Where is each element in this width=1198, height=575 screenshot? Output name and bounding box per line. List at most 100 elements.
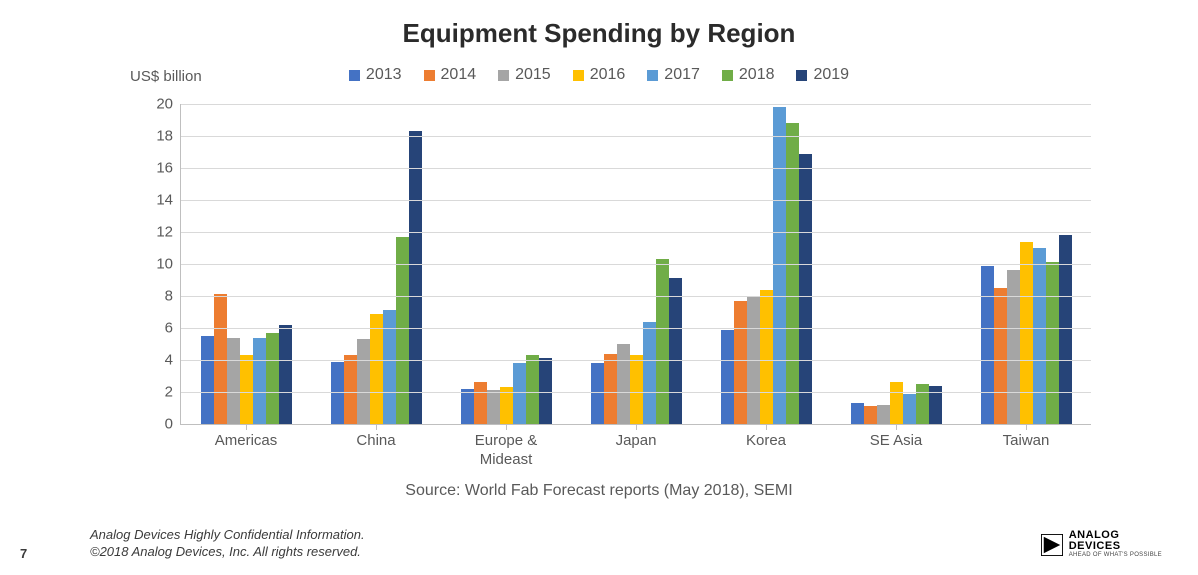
legend-swatch <box>722 70 733 81</box>
gridline <box>181 104 1091 105</box>
legend-item: 2017 <box>647 66 700 84</box>
gridline <box>181 200 1091 201</box>
bar <box>409 131 422 424</box>
bar <box>279 325 292 424</box>
y-tick-label: 18 <box>156 128 181 145</box>
bar <box>227 338 240 424</box>
legend-label: 2017 <box>664 66 700 84</box>
bar <box>760 290 773 424</box>
bar <box>916 384 929 424</box>
y-tick-label: 12 <box>156 224 181 241</box>
source-text: Source: World Fab Forecast reports (May … <box>0 482 1198 500</box>
page-number: 7 <box>20 546 27 561</box>
analog-devices-logo: ANALOG DEVICES AHEAD OF WHAT'S POSSIBLE <box>1041 530 1162 559</box>
bar <box>994 288 1007 424</box>
bar <box>591 363 604 424</box>
bar <box>773 107 786 424</box>
gridline <box>181 232 1091 233</box>
y-tick-label: 16 <box>156 160 181 177</box>
bar <box>981 266 994 424</box>
bar <box>903 394 916 424</box>
legend-item: 2019 <box>796 66 849 84</box>
legend-item: 2016 <box>573 66 626 84</box>
x-tick-label: SE Asia <box>870 424 923 451</box>
y-tick-label: 10 <box>156 256 181 273</box>
logo-tagline: AHEAD OF WHAT'S POSSIBLE <box>1069 553 1162 559</box>
bar <box>513 363 526 424</box>
bar <box>474 382 487 424</box>
analog-devices-logo-icon <box>1041 534 1063 556</box>
gridline <box>181 264 1091 265</box>
gridline <box>181 328 1091 329</box>
legend-item: 2018 <box>722 66 775 84</box>
bar <box>1020 242 1033 424</box>
x-tick-label: Japan <box>616 424 657 451</box>
bar <box>201 336 214 424</box>
bar <box>799 154 812 424</box>
bar <box>656 259 669 424</box>
legend-swatch <box>424 70 435 81</box>
y-tick-label: 2 <box>165 384 181 401</box>
slide: Equipment Spending by Region US$ billion… <box>0 0 1198 575</box>
legend-item: 2014 <box>424 66 477 84</box>
bar <box>617 344 630 424</box>
bar <box>643 322 656 424</box>
legend-swatch <box>349 70 360 81</box>
footer-line-1: Analog Devices Highly Confidential Infor… <box>90 526 365 544</box>
legend-item: 2013 <box>349 66 402 84</box>
y-tick-label: 0 <box>165 416 181 433</box>
logo-word-2: DEVICES <box>1069 541 1162 551</box>
bar <box>630 355 643 424</box>
legend: 2013 2014 2015 2016 2017 2018 2019 <box>0 66 1198 84</box>
bar <box>1033 248 1046 424</box>
bar <box>526 355 539 424</box>
chart-plot-area: AmericasChinaEurope & MideastJapanKoreaS… <box>180 104 1091 425</box>
gridline <box>181 392 1091 393</box>
bar <box>487 390 500 424</box>
bar <box>877 405 890 424</box>
bar <box>240 355 253 424</box>
legend-swatch <box>796 70 807 81</box>
logo-text: ANALOG DEVICES AHEAD OF WHAT'S POSSIBLE <box>1069 530 1162 559</box>
bar <box>864 406 877 424</box>
bar <box>721 330 734 424</box>
legend-label: 2015 <box>515 66 551 84</box>
legend-label: 2013 <box>366 66 402 84</box>
bar <box>1007 270 1020 424</box>
x-tick-label: Korea <box>746 424 786 451</box>
bar <box>1046 262 1059 424</box>
bar <box>851 403 864 424</box>
legend-item: 2015 <box>498 66 551 84</box>
y-tick-label: 4 <box>165 352 181 369</box>
footer: Analog Devices Highly Confidential Infor… <box>90 526 365 561</box>
bar <box>266 333 279 424</box>
gridline <box>181 296 1091 297</box>
bar <box>357 339 370 424</box>
gridline <box>181 360 1091 361</box>
bar <box>669 278 682 424</box>
gridline <box>181 168 1091 169</box>
bar <box>370 314 383 424</box>
y-tick-label: 8 <box>165 288 181 305</box>
legend-label: 2016 <box>590 66 626 84</box>
bar <box>734 301 747 424</box>
footer-line-2: ©2018 Analog Devices, Inc. All rights re… <box>90 543 365 561</box>
gridline <box>181 136 1091 137</box>
x-tick-label: Europe & Mideast <box>475 424 538 470</box>
bar <box>461 389 474 424</box>
legend-swatch <box>498 70 509 81</box>
y-tick-label: 14 <box>156 192 181 209</box>
y-tick-label: 20 <box>156 96 181 113</box>
legend-label: 2018 <box>739 66 775 84</box>
legend-label: 2014 <box>441 66 477 84</box>
y-tick-label: 6 <box>165 320 181 337</box>
x-tick-label: Americas <box>215 424 278 451</box>
bar <box>253 338 266 424</box>
legend-swatch <box>647 70 658 81</box>
bar <box>890 382 903 424</box>
legend-label: 2019 <box>813 66 849 84</box>
x-tick-label: China <box>356 424 395 451</box>
chart-title: Equipment Spending by Region <box>0 18 1198 49</box>
bar <box>604 354 617 424</box>
x-tick-label: Taiwan <box>1003 424 1050 451</box>
